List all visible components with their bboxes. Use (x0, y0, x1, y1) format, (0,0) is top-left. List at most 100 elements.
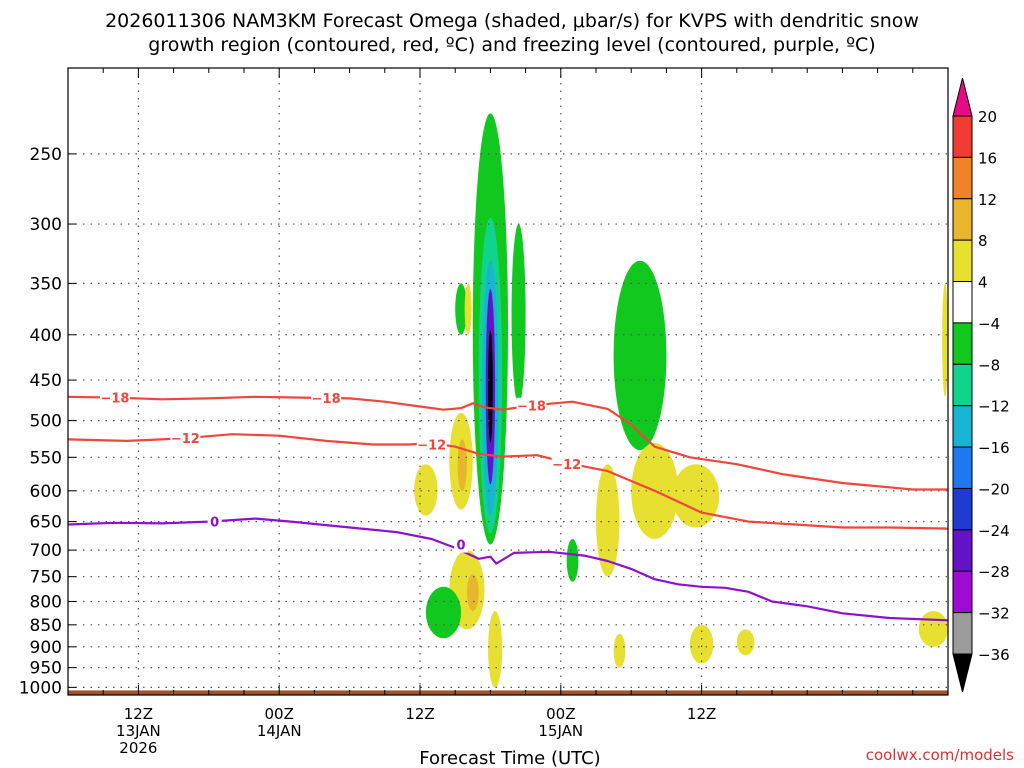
time-tick-label: 00Z (265, 705, 294, 723)
omega-shaded-region-17 (596, 464, 620, 577)
colorbar-level-label: −12 (978, 398, 1010, 416)
omega-shaded-region-9 (466, 574, 479, 612)
omega-shaded-region-24 (942, 283, 948, 397)
colorbar-swatch (952, 405, 973, 448)
contour-label-background (454, 536, 469, 553)
colorbar-swatch (952, 281, 973, 324)
omega-shaded-region-19 (672, 464, 720, 528)
contour-label-background (516, 397, 547, 414)
time-tick-label: 14JAN (257, 722, 302, 740)
contour-label: 0 (210, 516, 219, 531)
credit-text: coolwx.com/models (866, 746, 1014, 764)
pressure-tick-label: 850 (30, 616, 62, 636)
colorbar-swatch (952, 198, 973, 241)
omega-shaded-region-10 (488, 611, 503, 688)
pressure-tick-label: 550 (30, 448, 62, 468)
time-tick-label: 00Z (546, 705, 575, 723)
chart-title-line-2: growth region (contoured, red, ºC) and f… (148, 34, 875, 56)
plot-background (68, 68, 948, 695)
contour-label-background (207, 513, 222, 530)
time-tick-label: 12Z (405, 705, 434, 723)
pressure-tick-label: 900 (30, 638, 62, 658)
omega-shaded-region-16 (613, 260, 667, 451)
terrain-layer (68, 690, 948, 695)
pressure-tick-label: 350 (30, 274, 62, 294)
contour-label-background (416, 436, 447, 453)
contour-line-1 (68, 433, 948, 530)
colorbar-bottom-triangle (952, 653, 973, 693)
pressure-tick-label: 450 (30, 371, 62, 391)
colorbar-swatch (952, 446, 973, 489)
omega-shaded-region-21 (689, 624, 714, 664)
pressure-tick-label: 950 (30, 659, 62, 679)
omega-shaded-region-11 (425, 586, 462, 639)
pressure-tick-label: 600 (30, 482, 62, 502)
colorbar-level-label: −36 (978, 646, 1010, 664)
omega-shaded-region-20 (613, 633, 626, 668)
pressure-tick-label: 250 (30, 145, 62, 165)
omega-shaded-region-13 (464, 283, 472, 335)
omega-shaded-region-23 (918, 611, 948, 647)
colorbar-level-label: −20 (978, 480, 1010, 498)
colorbar-level-label: −24 (978, 522, 1010, 540)
contour-label-background (311, 390, 342, 407)
pressure-tick-label: 750 (30, 568, 62, 588)
time-tick-label: 13JAN (116, 722, 161, 740)
pressure-tick-label: 650 (30, 513, 62, 533)
contour-layer: −18 −18 −18 −12 −12 −12 0 0 (68, 389, 948, 622)
pressure-tick-label: 800 (30, 593, 62, 613)
colorbar-swatch (952, 156, 973, 200)
time-tick-label: 12Z (124, 705, 153, 723)
colorbar-level-label: 8 (978, 232, 988, 250)
contour-label: −18 (100, 392, 129, 407)
omega-shaded-region-7 (414, 464, 438, 516)
omega-shaded-region-6 (457, 439, 467, 491)
colorbar-swatch (952, 529, 973, 572)
colorbar-level-label: 4 (978, 274, 988, 292)
colorbar-level-label: 20 (978, 108, 997, 126)
contour-label: −12 (417, 439, 446, 454)
contour-label-background (551, 456, 582, 473)
contour-label: −18 (517, 400, 546, 415)
terrain-surface (68, 690, 948, 695)
omega-shaded-region-15 (566, 538, 579, 582)
colorbar-swatch (952, 612, 973, 655)
contour-label: 0 (457, 539, 466, 554)
colorbar-level-label: 16 (978, 149, 997, 167)
plot-area: −18 −18 −18 −12 −12 −12 0 0 (67, 67, 949, 696)
pressure-tick-label: 700 (30, 541, 62, 561)
pressure-tick-label: 500 (30, 412, 62, 432)
time-tick-label: 12Z (687, 705, 716, 723)
plot-frame (67, 67, 949, 696)
colorbar-level-label: 12 (978, 191, 997, 209)
pressure-tick-label: 1000 (19, 678, 62, 698)
omega-colorbar: 20 16 12 8 4 −4 −8 −12 −16 −20 −24 −28 −32 −36 (952, 77, 1010, 693)
time-tick-label: 15JAN (538, 722, 583, 740)
colorbar-swatch (952, 322, 973, 365)
chart-title-line-1: 2026011306 NAM3KM Forecast Omega (shaded… (105, 10, 919, 32)
colorbar-level-label: −32 (978, 605, 1010, 623)
contour-label-background (99, 389, 130, 406)
colorbar-swatch (952, 363, 973, 407)
colorbar-level-label: −28 (978, 563, 1010, 581)
time-tick-label: 2026 (119, 739, 157, 757)
contour-label: −12 (552, 458, 581, 473)
colorbar-swatch (952, 570, 973, 614)
colorbar-level-label: −8 (978, 356, 1000, 374)
pressure-tick-label: 400 (30, 326, 62, 346)
omega-shaded-region-22 (736, 629, 755, 656)
colorbar-swatch (952, 115, 973, 158)
omega-shaded-region-14 (511, 224, 526, 405)
contour-label: −18 (312, 392, 341, 407)
colorbar-swatch (952, 487, 973, 531)
contour-line-0 (68, 395, 948, 491)
pressure-axis: 2503003504004505005506006507007508008509… (19, 145, 76, 698)
colorbar-swatch (952, 239, 973, 283)
colorbar-level-label: −16 (978, 439, 1010, 457)
omega-shaded-region-4 (488, 329, 493, 444)
contour-label: −12 (171, 432, 200, 447)
omega-shaded-region-12 (455, 283, 467, 335)
colorbar-top-triangle (952, 77, 973, 117)
